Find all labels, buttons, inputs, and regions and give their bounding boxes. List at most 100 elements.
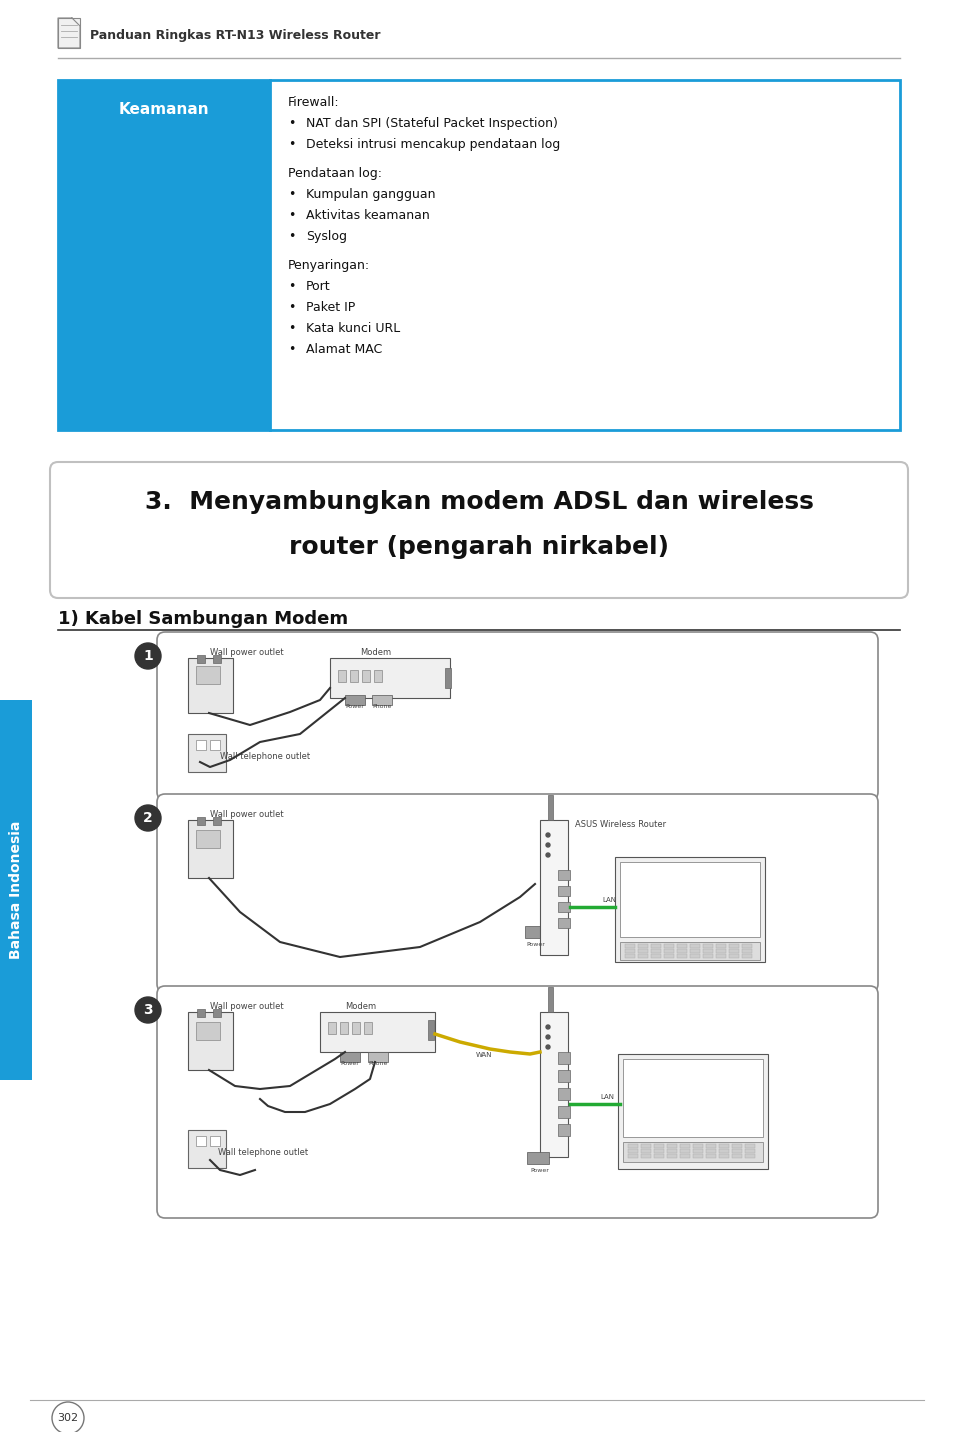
Circle shape — [135, 643, 161, 669]
Bar — [719, 1154, 728, 1158]
Bar — [654, 1154, 663, 1158]
Bar — [337, 670, 346, 682]
Bar — [428, 1020, 434, 1040]
Bar — [319, 1012, 435, 1053]
Bar — [679, 1154, 689, 1158]
Bar — [558, 902, 569, 912]
Bar — [361, 670, 370, 682]
Text: •: • — [288, 344, 295, 357]
Bar — [705, 1148, 716, 1153]
Bar — [744, 1148, 754, 1153]
Text: Deteksi intrusi mencakup pendataan log: Deteksi intrusi mencakup pendataan log — [306, 137, 559, 150]
Text: 302: 302 — [57, 1413, 78, 1423]
Text: •: • — [288, 281, 295, 294]
Text: Wall power outlet: Wall power outlet — [210, 1002, 283, 1011]
Bar — [654, 1148, 663, 1153]
Bar — [689, 949, 700, 954]
Bar — [650, 954, 660, 958]
Text: 1: 1 — [143, 649, 152, 663]
Bar — [195, 831, 220, 848]
Bar — [728, 944, 739, 948]
Bar — [679, 1148, 689, 1153]
Text: Aktivitas keamanan: Aktivitas keamanan — [306, 209, 429, 222]
Bar — [195, 1136, 206, 1146]
Text: LAN: LAN — [601, 896, 616, 904]
Bar — [741, 944, 751, 948]
Circle shape — [135, 997, 161, 1022]
Text: Phone: Phone — [372, 705, 391, 709]
Bar — [731, 1148, 741, 1153]
Bar — [624, 954, 635, 958]
Bar — [663, 954, 673, 958]
Bar — [444, 667, 451, 687]
Bar — [622, 1060, 762, 1137]
Bar — [666, 1144, 677, 1148]
Bar — [702, 954, 712, 958]
Bar — [558, 1070, 569, 1083]
Text: Penyaringan:: Penyaringan: — [288, 259, 370, 272]
Bar — [213, 654, 221, 663]
Text: •: • — [288, 301, 295, 314]
Circle shape — [545, 1045, 550, 1050]
Bar — [558, 871, 569, 881]
Bar — [188, 735, 226, 772]
Bar — [350, 670, 357, 682]
Bar — [624, 944, 635, 948]
Text: Wall telephone outlet: Wall telephone outlet — [218, 1148, 308, 1157]
Bar — [728, 949, 739, 954]
Bar — [619, 942, 760, 959]
Bar — [702, 944, 712, 948]
Text: router (pengarah nirkabel): router (pengarah nirkabel) — [289, 536, 668, 558]
Bar — [677, 944, 686, 948]
Bar — [640, 1154, 650, 1158]
Text: WAN: WAN — [476, 1053, 492, 1058]
Circle shape — [545, 853, 550, 856]
Bar — [188, 657, 233, 713]
Bar — [539, 821, 567, 955]
Bar — [196, 654, 205, 663]
Text: Modem: Modem — [359, 649, 391, 657]
Circle shape — [52, 1402, 84, 1432]
FancyBboxPatch shape — [157, 632, 877, 800]
Text: Modem: Modem — [345, 1002, 375, 1011]
Bar — [374, 670, 381, 682]
Bar — [526, 1151, 548, 1164]
Text: Panduan Ringkas RT-N13 Wireless Router: Panduan Ringkas RT-N13 Wireless Router — [90, 29, 380, 42]
Bar — [741, 949, 751, 954]
Circle shape — [135, 805, 161, 831]
Bar — [719, 1148, 728, 1153]
Circle shape — [545, 1025, 550, 1030]
Bar — [744, 1144, 754, 1148]
Bar — [702, 949, 712, 954]
Bar — [654, 1144, 663, 1148]
Bar — [328, 1022, 335, 1034]
Bar — [716, 949, 725, 954]
Text: Power: Power — [339, 1061, 358, 1065]
Text: Phone: Phone — [368, 1061, 387, 1065]
Bar — [638, 944, 647, 948]
Bar — [650, 949, 660, 954]
Text: Power: Power — [525, 942, 544, 947]
Bar — [627, 1148, 638, 1153]
Text: LAN: LAN — [599, 1094, 614, 1100]
Bar — [372, 695, 392, 705]
Text: Wall telephone outlet: Wall telephone outlet — [220, 752, 310, 760]
Bar — [663, 944, 673, 948]
Text: 3: 3 — [143, 1002, 152, 1017]
Bar — [716, 954, 725, 958]
Bar — [677, 949, 686, 954]
Text: Wall power outlet: Wall power outlet — [210, 811, 283, 819]
Text: 2: 2 — [143, 811, 152, 825]
Bar — [188, 1012, 233, 1070]
Bar — [731, 1144, 741, 1148]
Text: Power: Power — [345, 705, 363, 709]
Text: Bahasa Indonesia: Bahasa Indonesia — [9, 821, 23, 959]
Text: Keamanan: Keamanan — [118, 102, 209, 117]
Text: Wall power outlet: Wall power outlet — [210, 649, 283, 657]
Bar — [352, 1022, 359, 1034]
Bar — [716, 944, 725, 948]
Bar — [618, 1054, 767, 1169]
Bar — [689, 954, 700, 958]
Bar — [627, 1154, 638, 1158]
Bar — [195, 666, 220, 684]
